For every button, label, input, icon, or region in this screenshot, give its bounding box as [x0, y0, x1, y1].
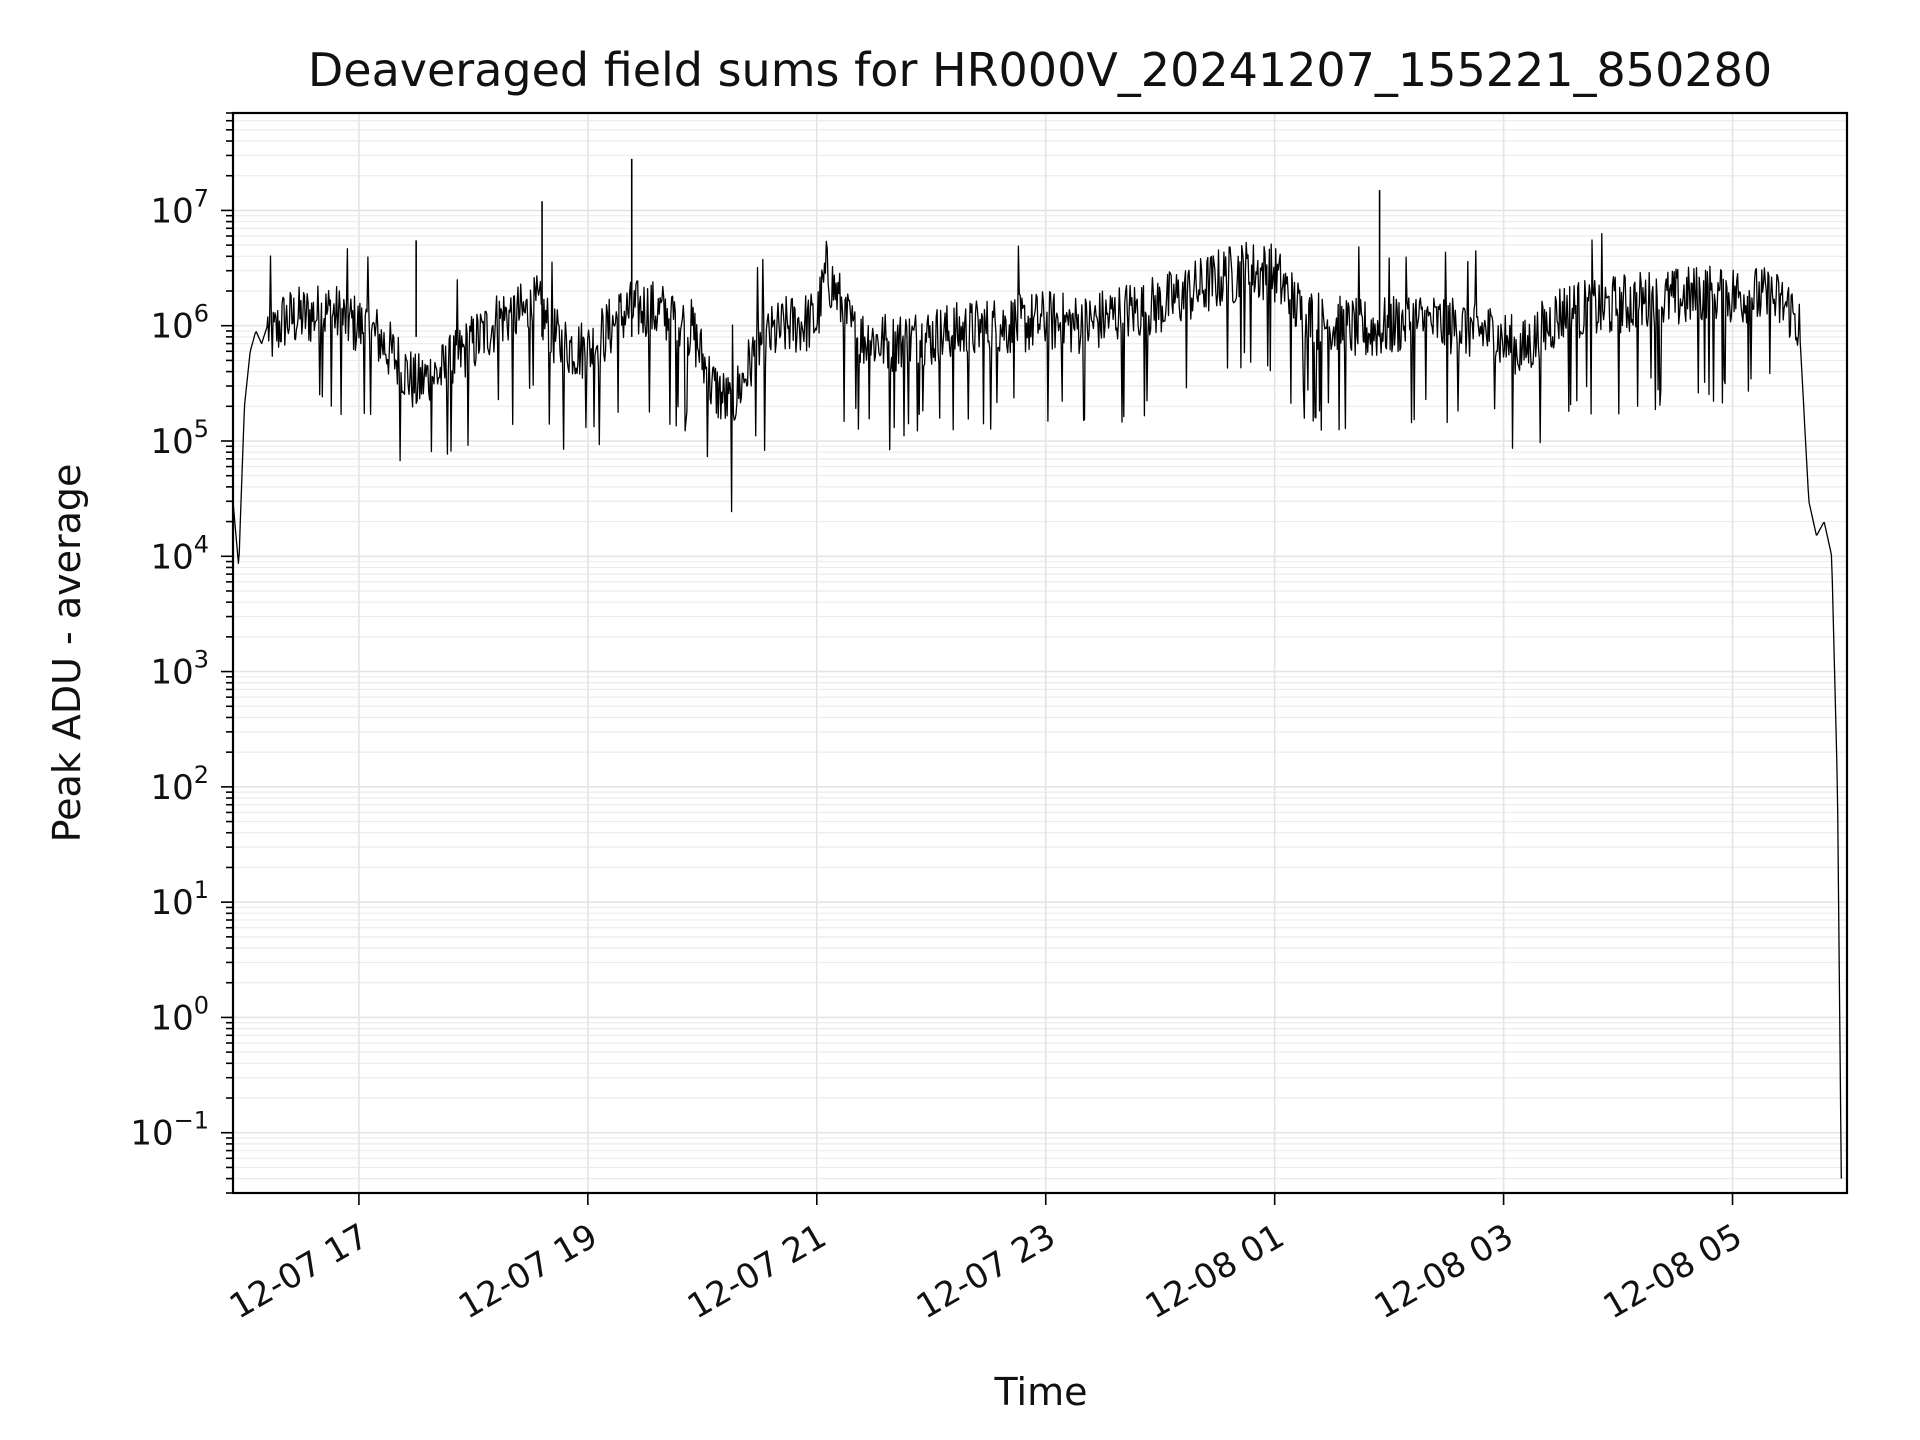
x-axis-label: Time — [994, 1370, 1088, 1414]
y-axis-label: Peak ADU - average — [45, 464, 89, 843]
y-tick-label: 102 — [150, 761, 209, 808]
y-tick-label: 105 — [150, 415, 209, 462]
y-tick-label: 104 — [150, 530, 209, 577]
series-line — [232, 232, 1842, 1179]
y-axis: 10−1 100 101 102 103 104 105 106 107 — [130, 112, 233, 1194]
y-tick-label: 107 — [150, 184, 209, 231]
grid — [233, 112, 1847, 1194]
y-tick-label: 10−1 — [130, 1107, 209, 1154]
plot-frame — [231, 111, 1849, 1195]
y-tick-label: 101 — [150, 876, 209, 923]
y-tick-label: 106 — [150, 300, 209, 347]
y-tick-label: 100 — [150, 991, 209, 1038]
chart-title: Deaveraged field sums for HR000V_2024120… — [308, 43, 1772, 97]
series-layer — [232, 158, 1842, 1179]
y-tick-label: 103 — [150, 646, 209, 693]
